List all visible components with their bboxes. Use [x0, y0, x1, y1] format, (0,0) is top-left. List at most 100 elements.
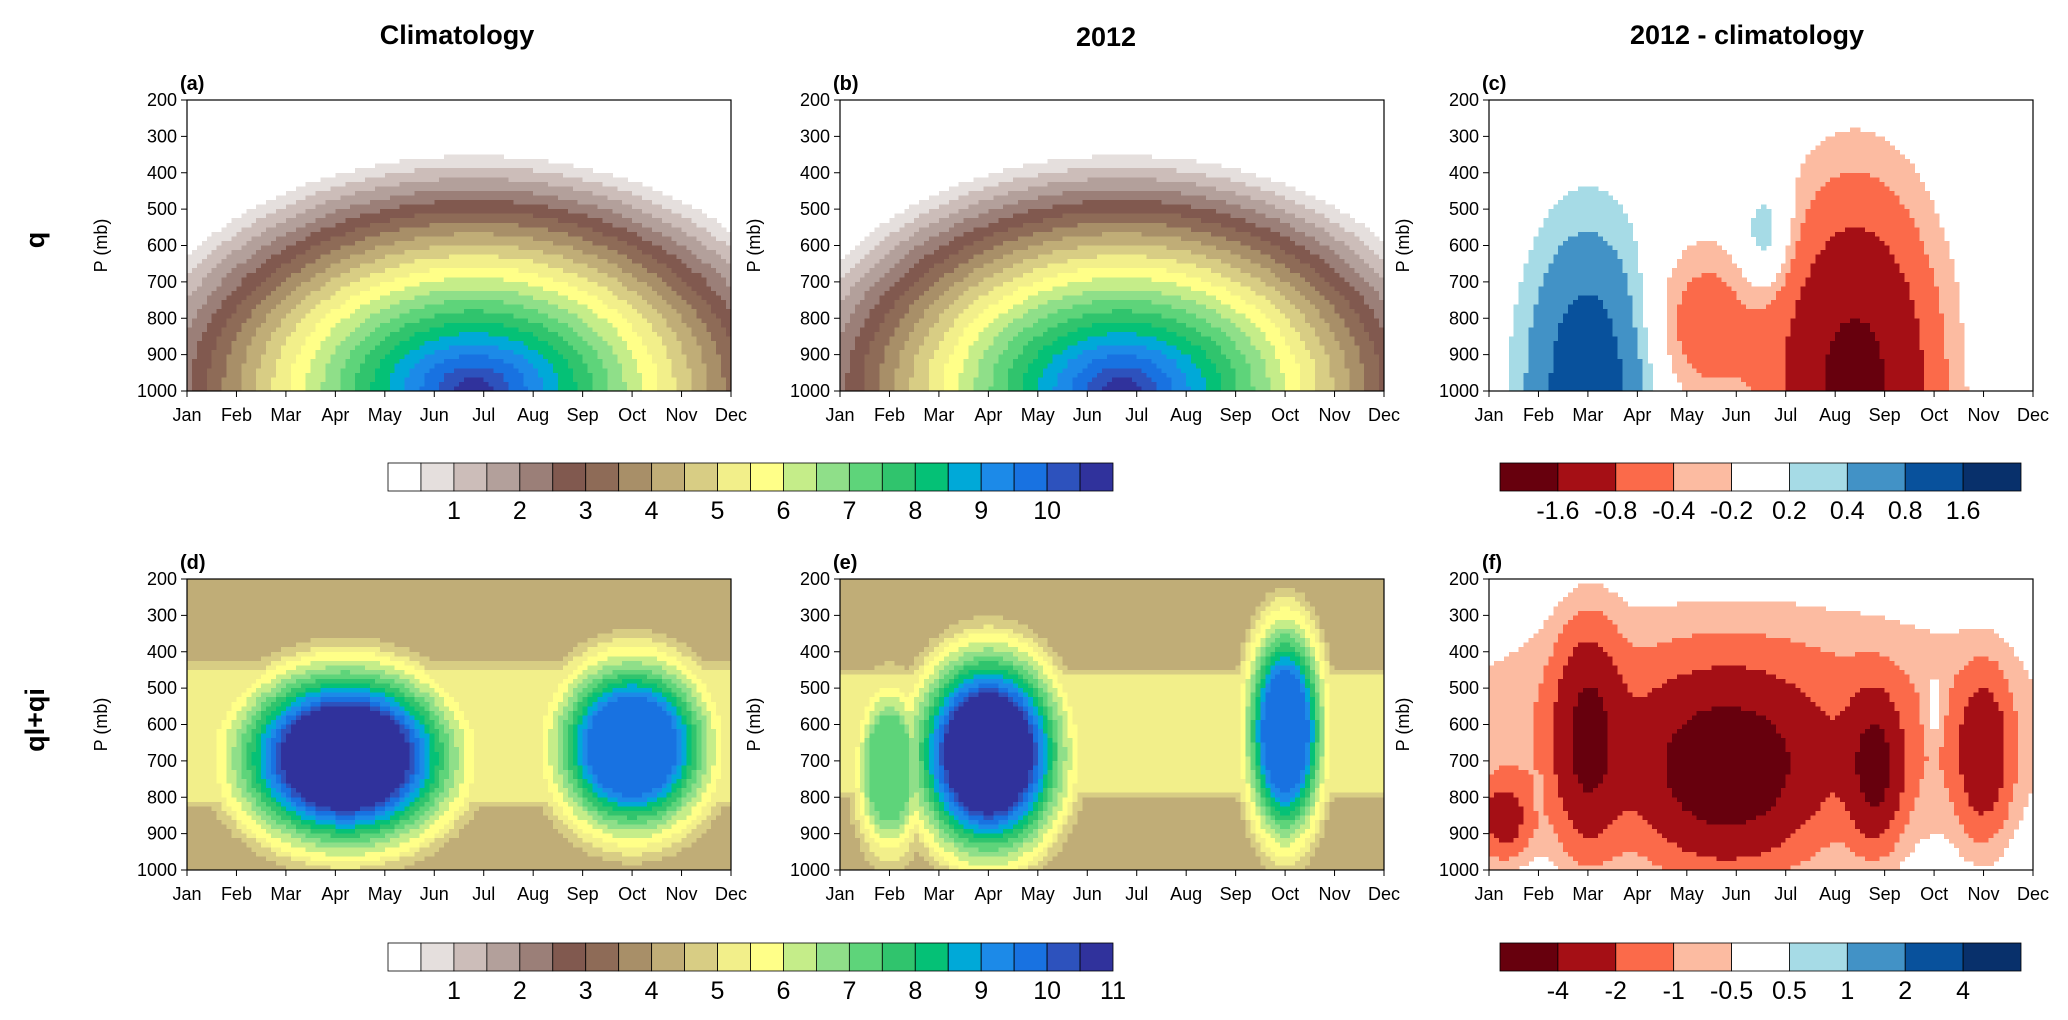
contour-cell: [567, 336, 574, 342]
contour-cell: [656, 381, 663, 388]
contour-cell: [444, 195, 450, 201]
contour-cell: [216, 377, 223, 383]
contour-cell: [463, 268, 470, 274]
contour-cell: [320, 245, 327, 251]
contour-cell: [562, 240, 569, 247]
contour-cell: [463, 309, 470, 315]
contour-cell: [241, 259, 247, 265]
contour-cell: [305, 250, 312, 256]
contour-cell: [414, 290, 421, 297]
contour-cell: [335, 372, 341, 378]
contour-cell: [602, 231, 608, 238]
contour-cell: [335, 186, 341, 192]
contour-cell: [320, 268, 327, 274]
contour-cell: [201, 277, 208, 283]
contour-cell: [454, 350, 460, 356]
contour-cell: [276, 300, 282, 306]
contour-cell: [552, 268, 559, 274]
contour-cell: [617, 309, 623, 315]
contour-cell: [651, 263, 658, 269]
contour-cell: [488, 363, 495, 369]
contour-cell: [513, 336, 519, 342]
contour-cell: [721, 327, 727, 333]
contour-cell: [562, 377, 569, 383]
contour-cell: [721, 286, 727, 292]
contour-cell: [216, 345, 223, 351]
contour-cell: [374, 300, 381, 306]
contour-cell: [493, 222, 500, 228]
contour-cell: [493, 172, 500, 178]
contour-cell: [256, 340, 262, 347]
contour-cell: [518, 250, 524, 256]
contour-cell: [597, 377, 604, 383]
contour-cell: [271, 250, 277, 256]
contour-cell: [399, 309, 406, 315]
contour-cell: [187, 336, 193, 342]
contour-cell: [246, 327, 252, 333]
contour-cell: [612, 309, 618, 315]
contour-cell: [463, 263, 470, 269]
contour-cell: [409, 163, 416, 169]
contour-cell: [478, 227, 485, 233]
contour-cell: [548, 209, 554, 215]
contour-cell: [449, 209, 455, 215]
contour-cell: [552, 168, 559, 174]
contour-cell: [483, 386, 490, 392]
contour-cell: [206, 281, 213, 288]
contour-cell: [706, 259, 712, 265]
contour-cell: [661, 240, 668, 247]
contour-cell: [473, 245, 480, 251]
contour-cell: [661, 295, 668, 301]
contour-cell: [592, 245, 599, 251]
contour-cell: [300, 209, 307, 215]
contour-cell: [350, 295, 356, 301]
contour-cell: [602, 322, 608, 328]
contour-cell: [459, 222, 465, 228]
contour-cell: [676, 250, 683, 256]
contour-cell: [340, 300, 346, 306]
contour-cell: [454, 186, 460, 192]
contour-cell: [231, 377, 238, 383]
contour-cell: [597, 245, 604, 251]
contour-cell: [414, 309, 421, 315]
contour-cell: [340, 286, 346, 292]
contour-cell: [523, 318, 529, 324]
contour-cell: [543, 168, 549, 174]
contour-cell: [295, 250, 302, 256]
contour-cell: [216, 318, 223, 324]
contour-cell: [315, 377, 322, 383]
contour-cell: [488, 263, 495, 269]
contour-cell: [201, 350, 208, 356]
contour-cell: [493, 190, 500, 197]
contour-cell: [627, 304, 633, 310]
contour-cell: [206, 354, 213, 360]
contour-cell: [246, 300, 252, 306]
contour-cell: [483, 286, 490, 292]
contour-cell: [335, 231, 341, 238]
contour-cell: [567, 304, 574, 310]
contour-cell: [365, 200, 371, 206]
contour-cell: [597, 236, 604, 242]
contour-cell: [706, 372, 712, 378]
contour-cell: [261, 254, 267, 260]
contour-cell: [429, 168, 435, 174]
contour-cell: [290, 200, 297, 206]
contour-cell: [587, 309, 594, 315]
contour-cell: [661, 218, 668, 224]
contour-cell: [548, 250, 554, 256]
contour-cell: [191, 331, 198, 338]
contour-cell: [409, 245, 416, 251]
contour-cell: [276, 277, 282, 283]
contour-cell: [597, 368, 604, 374]
contour-cell: [330, 240, 336, 247]
contour-cell: [493, 227, 500, 233]
contour-cell: [622, 277, 628, 283]
contour-cell: [315, 272, 322, 278]
contour-cell: [201, 313, 208, 319]
contour-cell: [379, 340, 386, 347]
contour-cell: [646, 354, 653, 360]
contour-cell: [632, 363, 638, 369]
contour-cell: [641, 354, 648, 360]
contour-cell: [483, 159, 490, 165]
contour-cell: [419, 354, 425, 360]
